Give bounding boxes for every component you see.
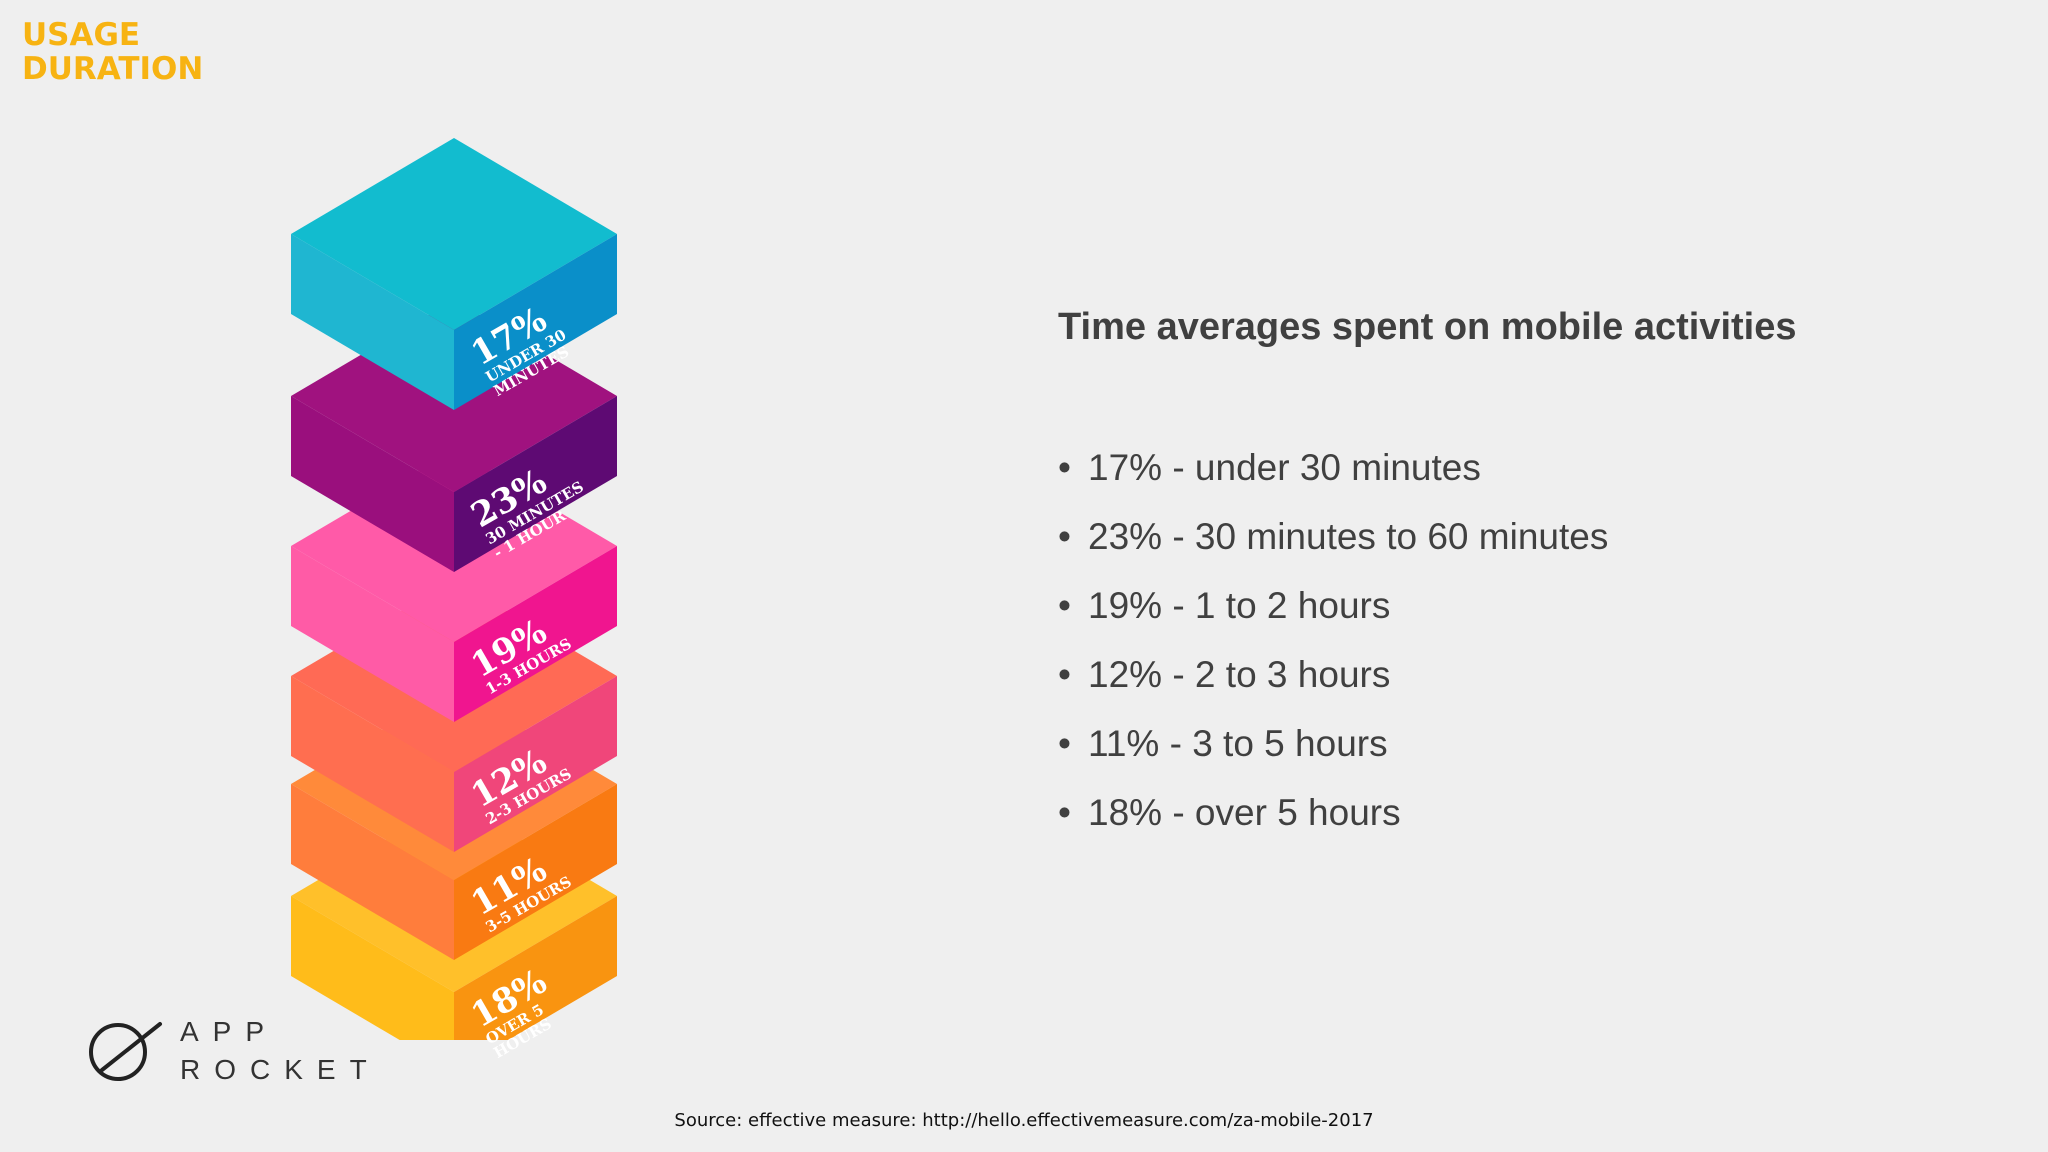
- stack-svg: [291, 138, 617, 1040]
- slab-right-face: [454, 896, 617, 1040]
- list-item: • 19% - 1 to 2 hours: [1058, 578, 1608, 647]
- isometric-stack-graphic: 18% OVER 5 HOURS 11% 3-5 HOURS 12% 2-3 HOURS 19…: [280, 120, 640, 1062]
- slab-right-face: [454, 234, 617, 410]
- slab-right-face: [454, 676, 617, 852]
- bullet-icon: •: [1058, 516, 1071, 557]
- heading-line-1: USAGE: [22, 17, 141, 53]
- usage-duration-heading: USAGE DURATION: [22, 18, 203, 86]
- stack-slab: [291, 138, 617, 410]
- list-item: • 17% - under 30 minutes: [1058, 440, 1608, 509]
- slab-left-face: [291, 676, 454, 852]
- list-item-text: 11% - 3 to 5 hours: [1088, 723, 1388, 764]
- list-item: • 12% - 2 to 3 hours: [1058, 647, 1608, 716]
- logo-word-rocket: ROCKET: [180, 1054, 381, 1085]
- app-rocket-logo: APP ROCKET: [88, 1016, 388, 1086]
- logo-word-app: APP: [180, 1016, 279, 1047]
- slab-left-face: [291, 896, 454, 1040]
- slab-left-face: [291, 396, 454, 572]
- bullet-list: • 17% - under 30 minutes • 23% - 30 minute…: [1058, 440, 1608, 854]
- list-item-text: 12% - 2 to 3 hours: [1088, 654, 1391, 695]
- rocket-logo-icon: [89, 1022, 162, 1081]
- bullet-icon: •: [1058, 585, 1071, 626]
- heading-line-2: DURATION: [22, 51, 204, 87]
- slab-left-face: [291, 234, 454, 410]
- slab-left-face: [291, 784, 454, 960]
- list-item: • 11% - 3 to 5 hours: [1058, 716, 1608, 785]
- list-item-text: 17% - under 30 minutes: [1088, 447, 1481, 488]
- bullet-icon: •: [1058, 792, 1071, 833]
- bullet-icon: •: [1058, 447, 1071, 488]
- list-item: • 23% - 30 minutes to 60 minutes: [1058, 509, 1608, 578]
- slab-right-face: [454, 546, 617, 722]
- slab-right-face: [454, 784, 617, 960]
- bullet-icon: •: [1058, 723, 1071, 764]
- slab-left-face: [291, 546, 454, 722]
- list-item-text: 23% - 30 minutes to 60 minutes: [1088, 516, 1609, 557]
- list-item-text: 19% - 1 to 2 hours: [1088, 585, 1391, 626]
- source-citation: Source: effective measure: http://hello.…: [674, 1110, 1374, 1131]
- bullet-icon: •: [1058, 654, 1071, 695]
- slab-right-face: [454, 396, 617, 572]
- page-title: Time averages spent on mobile activities: [1058, 306, 1797, 348]
- list-item-text: 18% - over 5 hours: [1088, 792, 1401, 833]
- list-item: • 18% - over 5 hours: [1058, 785, 1608, 854]
